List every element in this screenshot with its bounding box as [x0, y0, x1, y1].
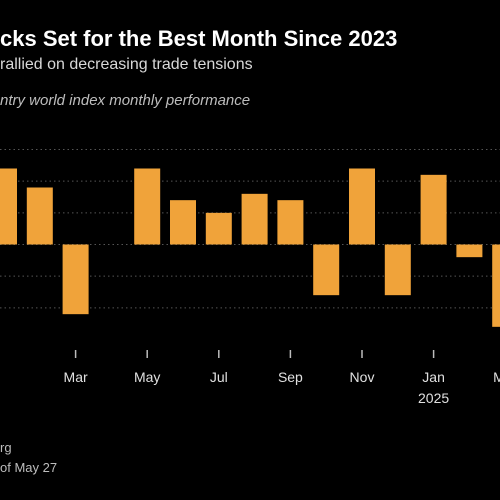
bar-jun-2024: [170, 200, 196, 245]
bar-feb-2024: [26, 187, 53, 245]
bar-nov-2024: [349, 168, 375, 245]
bar-sep-2024: [277, 200, 304, 245]
chart-title: cks Set for the Best Month Since 2023: [0, 26, 398, 51]
x-axis: Mar May Jul Sep Nov Jan 2025 Mar: [64, 350, 500, 406]
bar-jan-2024: [0, 168, 17, 245]
x-tick-label: Mar: [64, 369, 88, 385]
x-tick-label: Sep: [278, 369, 303, 385]
x-tick-label: Mar: [493, 369, 500, 385]
bars: [0, 168, 500, 327]
x-tick-label: Nov: [350, 369, 375, 385]
bar-aug-2024: [241, 193, 268, 245]
bar-jul-2024: [205, 212, 232, 245]
x-tick-label: Jan: [422, 369, 445, 385]
bar-feb-2025: [456, 244, 483, 258]
bar-mar-2024: [62, 244, 89, 315]
bar-jan-2025: [420, 174, 447, 245]
date-note: of May 27: [0, 460, 58, 475]
bar-chart: Mar May Jul Sep Nov Jan 2025 Mar: [0, 149, 500, 406]
chart-caption: ntry world index monthly performance: [0, 92, 251, 109]
chart-subtitle: rallied on decreasing trade tensions: [0, 56, 253, 73]
source-note: rg: [0, 440, 12, 455]
bar-dec-2024: [384, 244, 411, 296]
x-tick-label: May: [134, 369, 160, 385]
bar-may-2024: [134, 168, 161, 245]
x-tick-year-label: 2025: [418, 390, 449, 406]
bar-oct-2024: [313, 244, 340, 296]
x-tick-label: Jul: [210, 369, 228, 385]
bar-mar-2025: [492, 244, 500, 327]
